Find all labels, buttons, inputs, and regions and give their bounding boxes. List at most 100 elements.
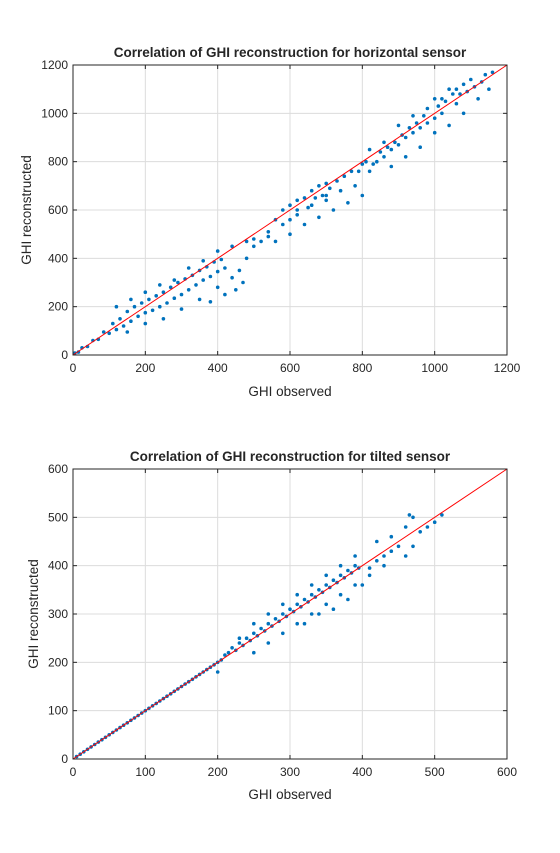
y-tick-label: 0 [61,752,68,766]
data-point [310,593,314,597]
data-point [484,73,488,77]
data-point [303,598,307,602]
y-tick-label: 1200 [41,58,68,72]
x-tick-label: 400 [208,361,228,375]
y-tick-label: 200 [48,655,68,669]
data-point [165,301,169,305]
data-point [418,145,422,149]
data-point [238,641,242,645]
y-tick-label: 1000 [41,106,68,120]
data-point [281,632,285,636]
data-point [216,286,220,290]
data-point [252,245,256,249]
data-point [295,593,299,597]
data-point [317,588,321,592]
data-point [346,598,350,602]
data-point [368,574,372,578]
data-point [238,269,242,273]
data-point [147,298,151,302]
data-point [126,310,130,314]
data-point [440,97,444,101]
data-point [426,525,430,529]
data-point [216,670,220,674]
data-point [201,259,205,263]
data-point [447,87,451,91]
data-point [122,324,126,328]
data-point [411,114,415,118]
data-point [288,218,292,222]
data-point [154,294,158,298]
data-point [339,564,343,568]
data-point [295,208,299,212]
data-point [194,283,198,287]
data-point [187,288,191,292]
data-point [397,143,401,147]
y-tick-label: 400 [48,559,68,573]
data-point [209,300,213,304]
data-point [332,578,336,582]
data-point [418,530,422,534]
data-point [281,603,285,607]
data-point [440,112,444,116]
data-point [437,104,441,108]
data-point [317,216,321,220]
data-point [324,583,328,587]
data-point [408,513,412,517]
data-point [281,612,285,616]
data-point [451,92,455,96]
x-axis-label: GHI observed [248,384,331,399]
data-point [353,564,357,568]
data-point [303,223,307,227]
y-tick-label: 500 [48,510,68,524]
y-tick-label: 800 [48,155,68,169]
data-point [462,112,466,116]
data-point [361,194,365,198]
data-point [201,278,205,282]
data-point [252,622,256,626]
x-tick-label: 300 [280,765,300,779]
data-point [368,566,372,570]
data-point [375,559,379,563]
x-tick-label: 1200 [494,361,521,375]
data-point [324,194,328,198]
data-point [404,525,408,529]
data-point [317,612,321,616]
data-point [267,230,271,234]
x-tick-label: 200 [208,765,228,779]
y-axis-label: GHI reconstructed [26,559,41,669]
data-point [223,293,227,297]
data-point [136,315,140,319]
data-point [433,97,437,101]
data-point [241,281,245,285]
data-point [173,278,177,282]
data-point [115,305,119,309]
data-point [462,83,466,87]
data-point [295,622,299,626]
horizontal-sensor-plot: Correlation of GHI reconstruction for ho… [19,45,521,399]
data-point [444,100,448,104]
data-point [216,249,220,253]
data-point [317,184,321,188]
data-point [158,283,162,287]
data-point [426,121,430,125]
data-point [390,165,394,169]
data-point [180,293,184,297]
data-point [397,124,401,128]
x-tick-label: 0 [70,361,77,375]
data-point [346,201,350,205]
data-point [295,199,299,203]
data-point [187,266,191,270]
data-point [339,189,343,193]
y-tick-label: 200 [48,300,68,314]
data-point [295,603,299,607]
data-point [357,170,361,174]
data-point [411,516,415,520]
data-point [216,270,220,274]
data-point [133,305,137,309]
y-axis-label: GHI reconstructed [19,155,34,265]
data-point [390,535,394,539]
y-tick-label: 400 [48,251,68,265]
plot-title: Correlation of GHI reconstruction for ho… [114,45,467,60]
data-point [118,317,122,321]
data-point [252,632,256,636]
